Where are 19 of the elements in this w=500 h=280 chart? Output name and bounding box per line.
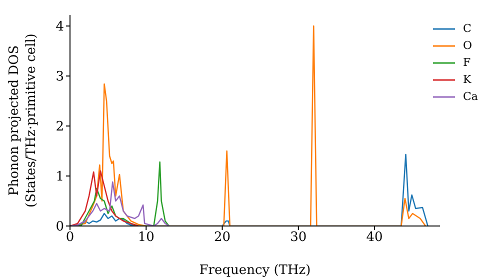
y-tick-label: 1 (56, 170, 64, 185)
legend-label: Ca (463, 89, 478, 105)
legend-label: F (463, 55, 471, 71)
y-tick-label: 2 (56, 120, 64, 135)
x-tick-label: 0 (66, 230, 74, 246)
x-tick-label: 30 (290, 230, 307, 246)
x-tick-label: 10 (138, 230, 154, 246)
line-series (70, 181, 170, 226)
legend-label: O (463, 38, 472, 54)
x-tick-label: 40 (366, 230, 383, 246)
x-tick-label: 20 (214, 230, 231, 246)
y-axis-title: Phonon projected DOS (States/THz·primitive cell) (7, 33, 39, 208)
legend-label: K (463, 72, 472, 88)
y-tick-label: 4 (56, 20, 64, 35)
line-series (70, 170, 140, 226)
y-tick-label: 0 (56, 220, 64, 235)
x-axis-title: Frequency (THz) (199, 263, 311, 278)
legend-label: C (463, 21, 472, 37)
y-tick-label: 3 (56, 70, 64, 85)
